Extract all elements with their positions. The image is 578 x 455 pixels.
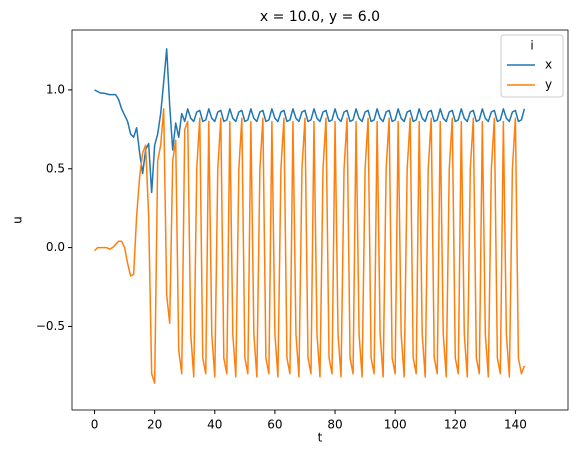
y-axis-label: u bbox=[11, 216, 25, 224]
legend-box bbox=[500, 34, 564, 98]
plot-frame bbox=[71, 29, 569, 411]
y-tick-label: 0.5 bbox=[46, 161, 65, 175]
line-series bbox=[94, 48, 526, 194]
y-tick-label: 0.0 bbox=[46, 240, 65, 254]
x-tick-label: 140 bbox=[504, 418, 527, 432]
x-tick-label: 20 bbox=[147, 418, 162, 432]
x-tick-label: 60 bbox=[267, 418, 282, 432]
x-tick-label: 0 bbox=[91, 418, 99, 432]
x-tick-label: 80 bbox=[327, 418, 342, 432]
legend-label: y bbox=[545, 78, 552, 92]
x-tick-label: 40 bbox=[207, 418, 222, 432]
chart-title: x = 10.0, y = 6.0 bbox=[260, 9, 380, 25]
x-tick-label: 120 bbox=[444, 418, 467, 432]
legend-title: i bbox=[530, 39, 533, 53]
x-tick-label: 100 bbox=[384, 418, 407, 432]
line-series bbox=[94, 108, 526, 384]
x-axis-label: t bbox=[318, 431, 323, 445]
y-tick-label: 1.0 bbox=[46, 82, 65, 96]
legend-label: x bbox=[545, 58, 552, 72]
y-tick-label: −0.5 bbox=[36, 319, 65, 333]
